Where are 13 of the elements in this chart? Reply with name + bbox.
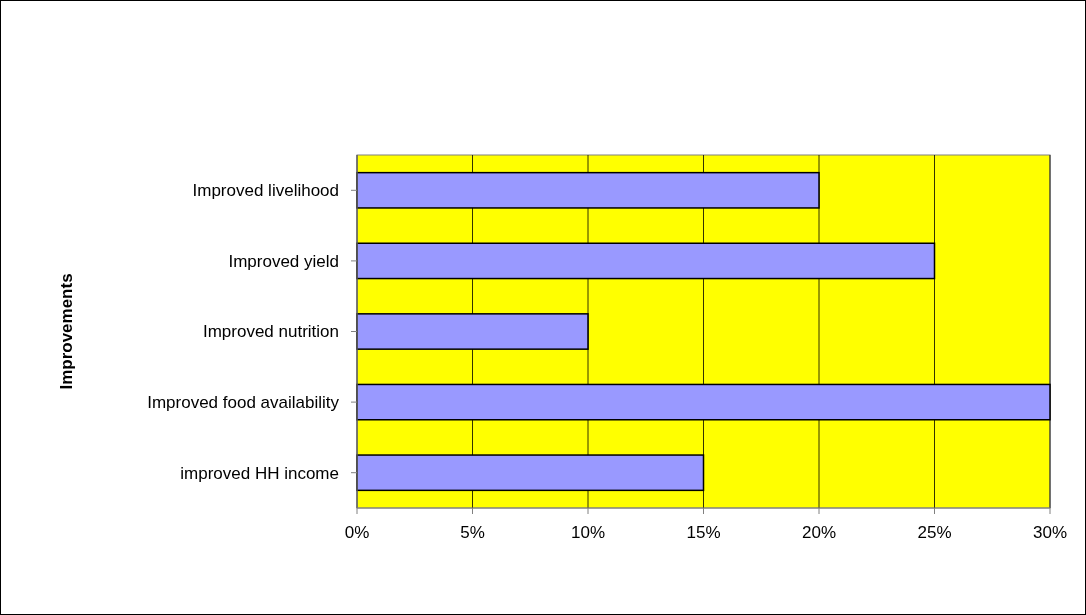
x-tick-label: 10% [570,523,606,542]
x-tick-label: 15% [686,523,721,542]
x-tick-label: 25% [917,523,952,542]
y-axis-title: Improvements [57,273,76,390]
y-tick-label: Improved livelihood [192,181,339,201]
y-tick-label: Improved food availability [147,393,340,413]
x-tick-label: 0% [344,523,370,542]
y-tick-label: Improved nutrition [202,322,339,342]
x-tick-label: 20% [801,523,837,542]
y-tick-label: improved HH income [180,463,339,483]
y-tick-label: Improved yield [228,251,339,271]
x-tick-label: 30% [1032,523,1068,542]
x-tick-label: 5% [460,523,485,542]
